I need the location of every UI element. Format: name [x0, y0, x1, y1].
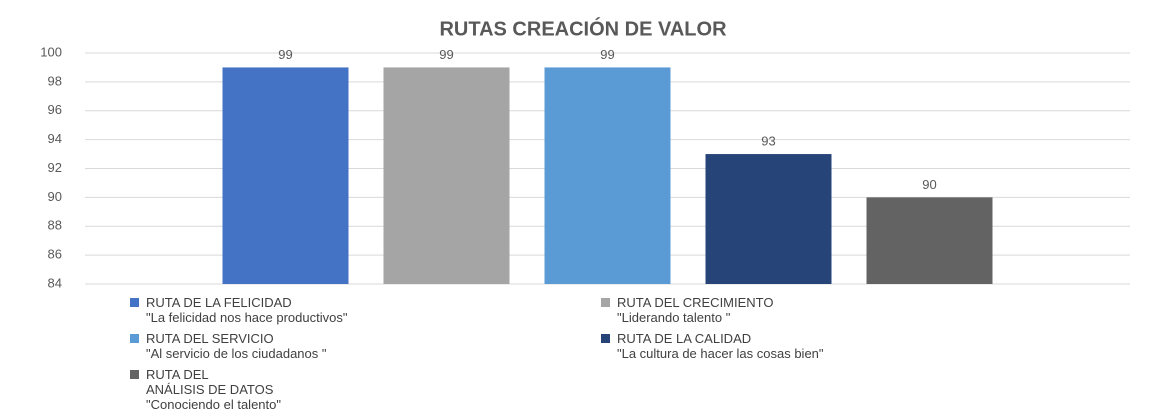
legend-entry: RUTA DEL CRECIMIENTO "Liderando talento …	[601, 295, 774, 325]
legend-entry: RUTA DE LA CALIDAD "La cultura de hacer …	[601, 331, 824, 361]
legend-label: RUTA DE LA CALIDAD "La cultura de hacer …	[617, 331, 824, 361]
legend-swatch	[130, 334, 139, 343]
bar	[544, 67, 671, 284]
chart-title: RUTAS CREACIÓN DE VALOR	[439, 16, 727, 40]
bar	[383, 67, 510, 284]
bar	[705, 154, 832, 284]
legend-label: RUTA DEL ANÁLISIS DE DATOS "Conociendo e…	[146, 367, 281, 412]
legend-label: RUTA DEL CRECIMIENTO "Liderando talento …	[617, 295, 774, 325]
bar	[222, 67, 349, 284]
value-label: 93	[761, 134, 775, 149]
y-tick-label: 94	[48, 131, 62, 146]
legend-swatch	[601, 334, 610, 343]
legend-swatch	[130, 298, 139, 307]
legend-label: RUTA DEL SERVICIO "Al servicio de los ci…	[146, 331, 327, 361]
y-tick-label: 86	[48, 247, 62, 262]
y-tick-label: 96	[48, 102, 62, 117]
y-tick-label: 98	[48, 73, 62, 88]
bar	[866, 197, 993, 284]
legend-swatch	[130, 370, 139, 379]
y-tick-label: 84	[48, 275, 62, 290]
legend-entry: RUTA DE LA FELICIDAD "La felicidad nos h…	[130, 295, 347, 325]
value-label: 99	[278, 47, 292, 62]
y-tick-label: 92	[48, 160, 62, 175]
y-tick-label: 88	[48, 218, 62, 233]
legend-swatch	[601, 298, 610, 307]
value-label: 90	[922, 177, 936, 192]
value-label: 99	[600, 47, 614, 62]
legend-entry: RUTA DEL ANÁLISIS DE DATOS "Conociendo e…	[130, 367, 281, 412]
legend-entry: RUTA DEL SERVICIO "Al servicio de los ci…	[130, 331, 327, 361]
value-label: 99	[439, 47, 453, 62]
legend-label: RUTA DE LA FELICIDAD "La felicidad nos h…	[146, 295, 348, 325]
y-tick-label: 100	[40, 44, 62, 59]
y-tick-label: 90	[48, 189, 62, 204]
